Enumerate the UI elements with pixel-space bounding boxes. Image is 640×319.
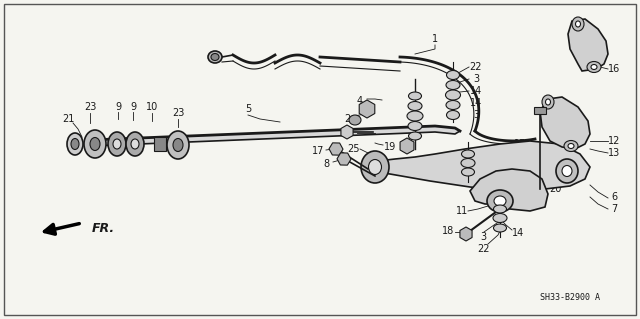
Text: 23: 23 <box>84 102 96 112</box>
Text: 10: 10 <box>146 102 158 112</box>
Text: 17: 17 <box>312 146 324 156</box>
Ellipse shape <box>126 132 144 156</box>
Ellipse shape <box>461 168 474 176</box>
Ellipse shape <box>84 130 106 158</box>
Text: 16: 16 <box>608 64 620 74</box>
Ellipse shape <box>167 131 189 159</box>
Polygon shape <box>568 19 608 71</box>
Text: 22: 22 <box>470 62 483 72</box>
Ellipse shape <box>487 190 513 212</box>
Text: 3: 3 <box>480 232 486 242</box>
Text: 25: 25 <box>347 144 359 154</box>
Text: 20: 20 <box>549 184 561 194</box>
Text: 15: 15 <box>514 139 526 149</box>
Text: SH33-B2900 A: SH33-B2900 A <box>540 293 600 301</box>
Text: 14: 14 <box>484 162 496 172</box>
Polygon shape <box>470 169 548 211</box>
Ellipse shape <box>173 138 183 152</box>
Text: 9: 9 <box>130 102 136 112</box>
Ellipse shape <box>572 17 584 31</box>
Polygon shape <box>368 141 590 191</box>
Ellipse shape <box>562 166 572 176</box>
Ellipse shape <box>67 133 83 155</box>
Text: 11: 11 <box>456 206 468 216</box>
Text: 24: 24 <box>341 129 353 139</box>
Ellipse shape <box>208 51 222 63</box>
Ellipse shape <box>108 132 126 156</box>
Text: 22: 22 <box>477 244 489 254</box>
Ellipse shape <box>446 80 460 90</box>
Text: 9: 9 <box>115 102 121 112</box>
Bar <box>154 137 166 151</box>
Ellipse shape <box>446 100 460 109</box>
Text: 1: 1 <box>432 34 438 44</box>
Ellipse shape <box>131 139 139 149</box>
Text: 14: 14 <box>470 98 482 108</box>
Ellipse shape <box>556 159 578 183</box>
Text: 5: 5 <box>245 104 251 114</box>
Text: 7: 7 <box>611 204 617 214</box>
Text: 14: 14 <box>512 228 524 238</box>
Ellipse shape <box>542 95 554 109</box>
Ellipse shape <box>113 139 121 149</box>
Ellipse shape <box>493 224 506 232</box>
Ellipse shape <box>445 90 461 100</box>
Text: 18: 18 <box>442 226 454 236</box>
Ellipse shape <box>461 150 474 158</box>
Ellipse shape <box>493 205 506 213</box>
Text: 6: 6 <box>611 192 617 202</box>
Ellipse shape <box>575 21 580 27</box>
Ellipse shape <box>447 110 460 120</box>
Ellipse shape <box>568 144 574 149</box>
Polygon shape <box>90 126 460 146</box>
Text: 4: 4 <box>357 96 363 106</box>
Ellipse shape <box>408 92 422 100</box>
Text: 8: 8 <box>323 159 329 169</box>
Ellipse shape <box>408 122 422 130</box>
Text: 19: 19 <box>384 142 396 152</box>
Ellipse shape <box>349 115 361 125</box>
Text: 14: 14 <box>470 86 482 96</box>
Ellipse shape <box>90 137 100 151</box>
Ellipse shape <box>71 138 79 150</box>
Polygon shape <box>540 97 590 149</box>
Text: FR.: FR. <box>92 222 115 235</box>
Ellipse shape <box>408 101 422 110</box>
Text: 12: 12 <box>608 136 620 146</box>
Text: 3: 3 <box>473 110 479 120</box>
Ellipse shape <box>461 159 475 167</box>
Ellipse shape <box>369 160 381 174</box>
Text: 23: 23 <box>172 108 184 118</box>
Ellipse shape <box>447 70 460 79</box>
Ellipse shape <box>408 132 422 140</box>
Ellipse shape <box>564 140 578 152</box>
Text: 3: 3 <box>473 74 479 84</box>
Ellipse shape <box>494 196 506 206</box>
Text: 13: 13 <box>608 148 620 158</box>
Ellipse shape <box>361 151 389 183</box>
Ellipse shape <box>587 62 601 72</box>
Text: 21: 21 <box>62 114 74 124</box>
Ellipse shape <box>545 99 550 105</box>
Ellipse shape <box>493 213 507 222</box>
Text: 2: 2 <box>344 114 350 124</box>
Bar <box>534 107 546 114</box>
Ellipse shape <box>591 64 597 70</box>
Ellipse shape <box>211 54 219 61</box>
Ellipse shape <box>407 111 423 121</box>
Text: 3: 3 <box>473 154 479 164</box>
